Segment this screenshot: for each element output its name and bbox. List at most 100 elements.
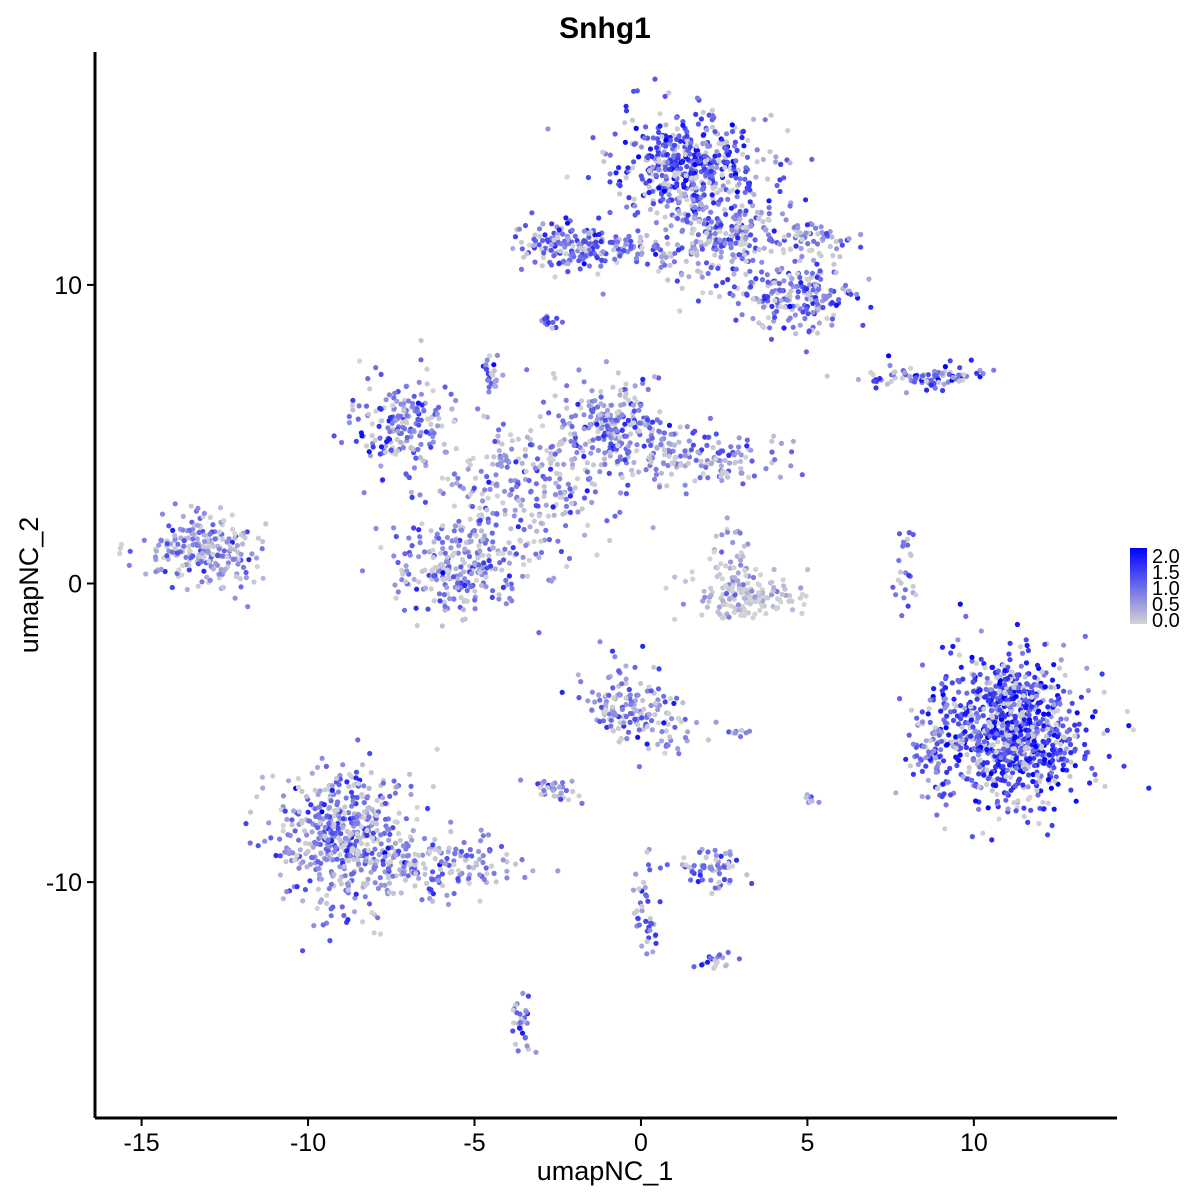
- cell-point: [585, 522, 591, 529]
- cell-point: [546, 476, 553, 482]
- cell-point: [504, 875, 510, 881]
- cell-point: [328, 913, 334, 919]
- cell-point: [1051, 806, 1057, 812]
- cell-point: [403, 846, 409, 852]
- cell-point: [455, 867, 462, 874]
- cell-point: [649, 153, 655, 160]
- cell-point: [395, 413, 401, 419]
- cell-point: [476, 512, 482, 519]
- cell-point: [526, 477, 532, 484]
- cell-point: [957, 733, 963, 739]
- cell-point: [797, 230, 803, 236]
- cell-point: [1023, 660, 1030, 666]
- cell-point: [657, 111, 663, 117]
- cell-point: [326, 886, 332, 892]
- cell-point: [510, 1028, 516, 1034]
- cell-point: [530, 461, 536, 468]
- cell-point: [756, 246, 762, 253]
- cell-point: [394, 436, 400, 443]
- cell-point: [394, 448, 400, 454]
- chart-title: Snhg1: [559, 12, 651, 45]
- cell-point: [617, 392, 623, 398]
- cell-point: [561, 461, 567, 467]
- cell-point: [799, 591, 806, 597]
- cell-point: [798, 585, 804, 591]
- cell-point: [1021, 805, 1027, 811]
- cell-point: [235, 561, 241, 567]
- cell-point: [713, 533, 719, 539]
- cell-point: [318, 850, 324, 856]
- cell-point: [666, 422, 673, 428]
- cell-point: [1061, 642, 1067, 648]
- cell-point: [344, 848, 350, 854]
- cell-point: [931, 748, 937, 754]
- cell-point: [501, 488, 508, 494]
- cell-point: [550, 504, 556, 510]
- cell-point: [664, 234, 670, 240]
- cell-point: [337, 852, 343, 858]
- cell-point: [1130, 727, 1136, 733]
- cell-point: [662, 699, 668, 705]
- cell-point: [445, 849, 451, 855]
- cell-point: [763, 227, 769, 233]
- cell-point: [483, 574, 489, 580]
- cell-point: [1034, 772, 1040, 778]
- cell-point: [649, 727, 655, 733]
- cell-point: [686, 864, 693, 870]
- cell-point: [720, 602, 726, 608]
- cell-point: [635, 692, 641, 698]
- cell-point: [496, 448, 502, 454]
- cell-point: [583, 253, 589, 259]
- cell-point: [117, 550, 123, 557]
- cell-point: [1104, 727, 1110, 734]
- cell-point: [491, 362, 497, 368]
- cell-point: [705, 143, 711, 149]
- cell-point: [504, 851, 510, 857]
- cell-point: [858, 231, 864, 238]
- cell-point: [254, 794, 260, 800]
- cell-point: [932, 731, 938, 737]
- cell-point: [649, 718, 655, 724]
- cell-point: [810, 310, 816, 316]
- cell-point: [722, 207, 728, 213]
- cell-point: [877, 375, 883, 382]
- cell-point: [939, 729, 945, 735]
- cell-point: [740, 151, 746, 157]
- cell-point: [490, 510, 496, 516]
- cell-point: [385, 826, 391, 832]
- cell-point: [692, 428, 698, 434]
- cell-point: [408, 783, 414, 789]
- cell-point: [1067, 773, 1073, 779]
- cell-point: [980, 830, 986, 836]
- cell-point: [726, 614, 732, 620]
- cell-point: [834, 246, 840, 252]
- cell-point: [752, 594, 758, 600]
- cell-point: [201, 510, 207, 516]
- cell-point: [277, 872, 283, 878]
- cell-point: [245, 604, 251, 610]
- cell-point: [439, 561, 445, 568]
- cell-point: [1121, 763, 1127, 769]
- cell-point: [442, 607, 448, 613]
- cell-point: [656, 166, 662, 173]
- cell-point: [676, 170, 682, 176]
- cell-point: [324, 813, 330, 819]
- cell-point: [829, 316, 836, 322]
- cell-point: [602, 450, 608, 456]
- cell-point: [551, 575, 557, 581]
- cell-point: [590, 409, 596, 415]
- cell-point: [415, 446, 421, 453]
- cell-point: [839, 242, 845, 248]
- cell-point: [348, 789, 355, 795]
- cell-point: [525, 993, 532, 999]
- cell-point: [1021, 717, 1027, 723]
- cell-point: [828, 287, 834, 293]
- cell-point: [296, 865, 302, 871]
- cell-point: [490, 372, 496, 378]
- cell-point: [746, 474, 752, 480]
- cell-point: [989, 729, 995, 735]
- cell-point: [127, 548, 133, 554]
- cell-point: [643, 893, 650, 899]
- cell-point: [382, 816, 389, 822]
- cell-point: [955, 637, 961, 643]
